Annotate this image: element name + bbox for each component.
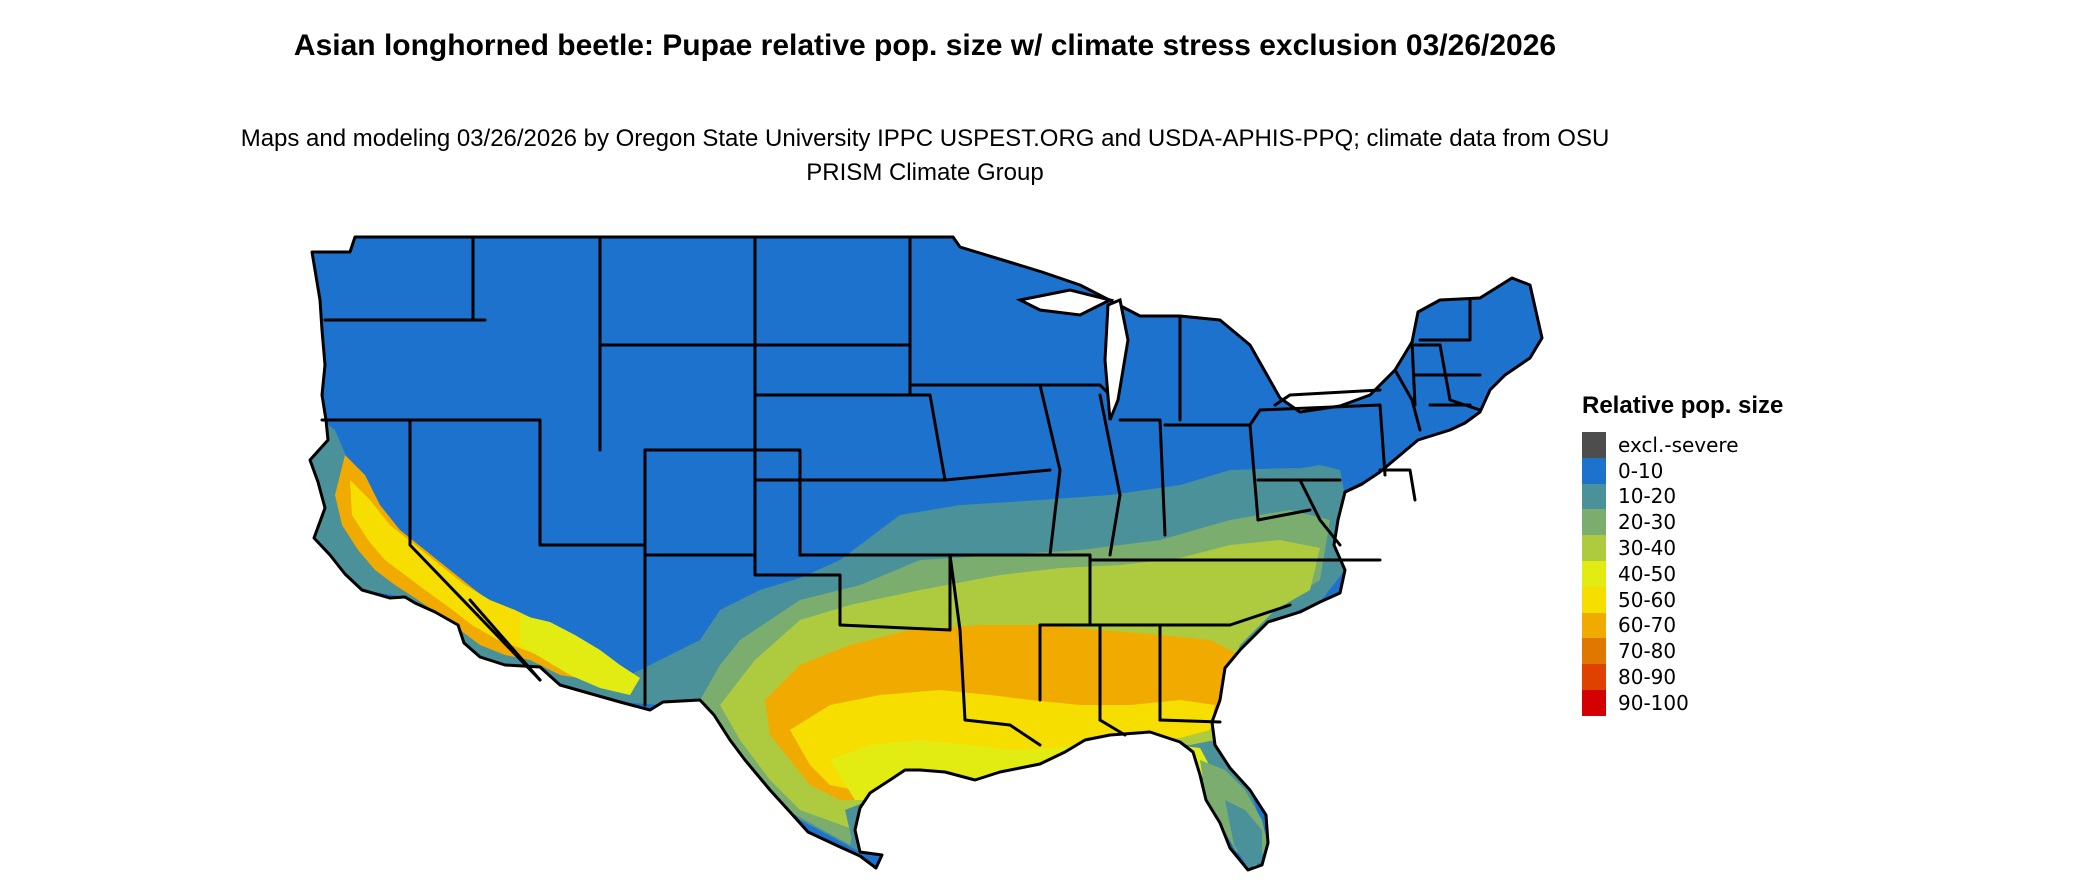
legend-item: 70-80: [1582, 638, 1783, 665]
legend-items: excl.-severe 0-10 10-20 20-30 30-40 40-50 50-6…: [1582, 432, 1783, 716]
legend-swatch: [1582, 689, 1606, 716]
legend-label: 20-30: [1618, 510, 1677, 535]
legend-swatch: [1582, 535, 1606, 561]
legend-swatch: [1582, 509, 1606, 536]
legend-item: 10-20: [1582, 483, 1783, 510]
state-boundaries: [308, 235, 1544, 872]
legend-label: excl.-severe: [1618, 432, 1739, 457]
legend-item: 60-70: [1582, 612, 1783, 639]
legend-item: 50-60: [1582, 586, 1783, 613]
legend-item: 0-10: [1582, 457, 1783, 484]
legend-label: 0-10: [1618, 458, 1664, 483]
legend-label: 90-100: [1618, 690, 1689, 715]
legend-label: 60-70: [1618, 613, 1677, 638]
legend-swatch: [1582, 612, 1606, 639]
legend-label: 50-60: [1618, 587, 1677, 612]
legend-item: 40-50: [1582, 560, 1783, 587]
legend-item: 30-40: [1582, 535, 1783, 561]
legend-title: Relative pop. size: [1582, 392, 1784, 419]
legend-label: 30-40: [1618, 536, 1677, 561]
legend-swatch: [1582, 432, 1606, 458]
map-subtitle: Maps and modeling 03/26/2026 by Oregon S…: [240, 125, 1610, 186]
legend-swatch: [1582, 638, 1606, 665]
legend-label: 70-80: [1618, 639, 1677, 664]
legend-label: 40-50: [1618, 561, 1677, 586]
legend-swatch: [1582, 586, 1606, 613]
legend-item: 90-100: [1582, 689, 1783, 716]
legend-label: 80-90: [1618, 665, 1677, 690]
legend-swatch: [1582, 664, 1606, 690]
legend-item: 80-90: [1582, 664, 1783, 690]
legend: Relative pop. size excl.-severe 0-10 10-20…: [1582, 392, 1783, 716]
legend-item: excl.-severe: [1582, 432, 1783, 458]
legend-swatch: [1582, 560, 1606, 587]
legend-swatch: [1582, 457, 1606, 484]
legend-swatch: [1582, 483, 1606, 510]
map-title: Asian longhorned beetle: Pupae relative …: [293, 29, 1557, 62]
legend-label: 10-20: [1618, 484, 1677, 509]
legend-item: 20-30: [1582, 509, 1783, 536]
us-map: [308, 235, 1544, 872]
